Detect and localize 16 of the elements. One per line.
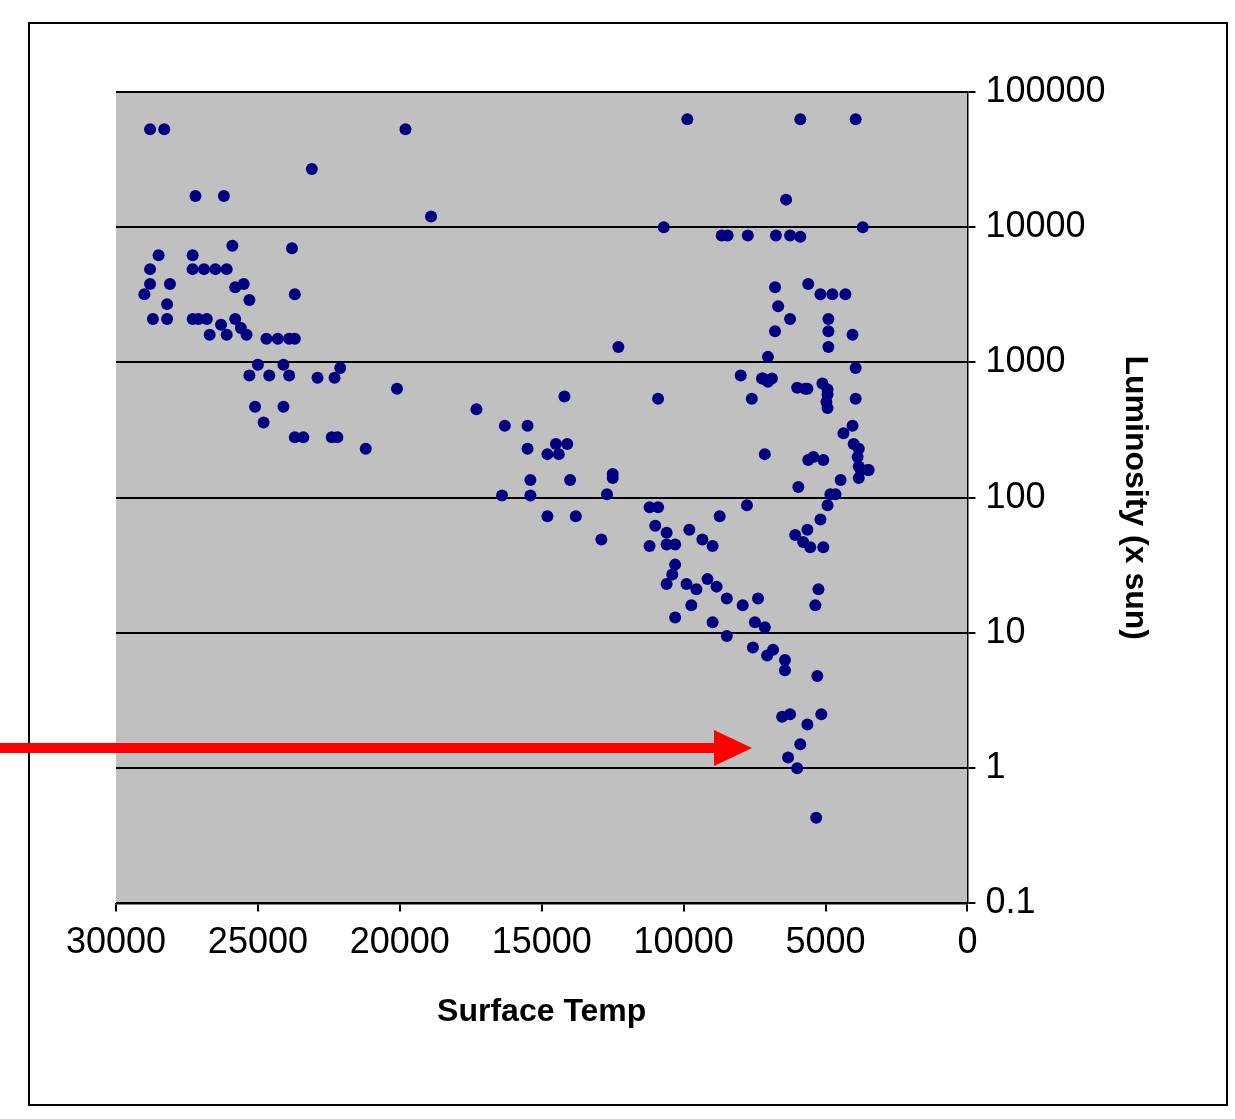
x-tick-label: 0 — [957, 919, 978, 961]
y-tick-label: 1 — [985, 745, 1006, 787]
x-tick-label: 25000 — [207, 919, 308, 961]
x-tick-label: 20000 — [349, 919, 450, 961]
x-tick-label: 15000 — [491, 919, 592, 961]
y-tick-label: 10 — [985, 609, 1026, 651]
x-tick-label: 10000 — [633, 919, 734, 961]
y-tick-label: 100000 — [985, 68, 1106, 110]
x-axis-title: Surface Temp — [437, 991, 647, 1028]
y-tick-label: 100 — [985, 474, 1046, 516]
y-tick-label: 1000 — [985, 339, 1066, 381]
y-axis-title: Luminosity (x sun) — [1118, 355, 1155, 640]
x-tick-label: 5000 — [785, 919, 866, 961]
x-tick-label: 30000 — [65, 919, 167, 961]
y-tick-label: 10000 — [985, 204, 1086, 246]
y-tick-label: 0.1 — [985, 880, 1036, 922]
